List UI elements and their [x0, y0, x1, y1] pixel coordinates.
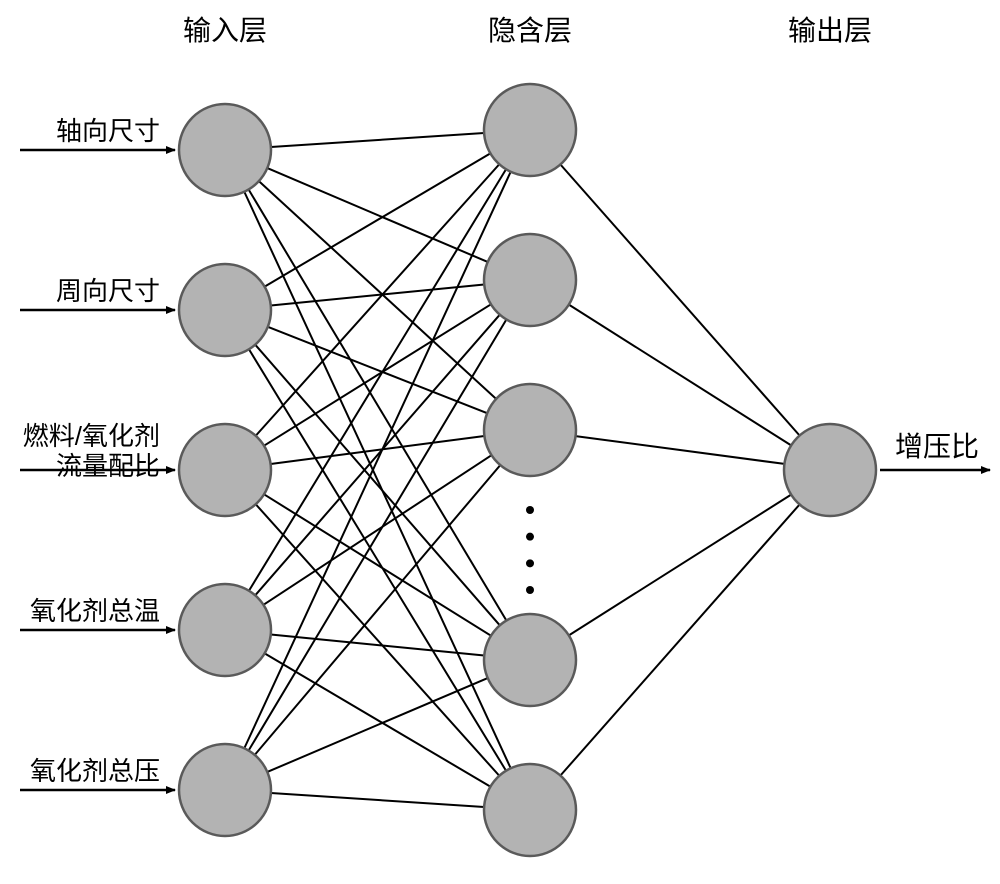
hidden-node: [484, 84, 576, 176]
edge: [255, 345, 500, 626]
ellipsis-dot: [526, 559, 534, 567]
edge: [255, 465, 501, 755]
edge: [264, 304, 491, 445]
hidden-node: [484, 234, 576, 326]
output-node: [784, 424, 876, 516]
input-label: 燃料/氧化剂流量配比: [23, 421, 160, 481]
input-node: [179, 264, 271, 356]
edge: [244, 192, 510, 768]
input-label: 氧化剂总压: [30, 756, 160, 786]
edge: [271, 635, 484, 656]
ellipsis-dot: [526, 586, 534, 594]
edge: [259, 181, 496, 399]
edge: [271, 285, 484, 306]
output-arrow-group: 增压比: [880, 431, 990, 470]
layer-title-output: 输出层: [788, 15, 872, 46]
input-arrows-group: 轴向尺寸周向尺寸燃料/氧化剂流量配比氧化剂总温氧化剂总压: [20, 116, 175, 790]
edge: [256, 164, 500, 436]
edge: [560, 164, 799, 435]
hidden-node: [484, 764, 576, 856]
edge: [265, 653, 491, 786]
hidden-ellipsis: [526, 506, 534, 594]
edge: [265, 153, 491, 286]
input-label: 轴向尺寸: [56, 116, 160, 146]
nodes-group: [179, 84, 876, 856]
edge: [244, 172, 510, 748]
edge: [268, 327, 487, 413]
input-node: [179, 104, 271, 196]
layer-title-hidden: 隐含层: [488, 15, 572, 46]
input-label: 氧化剂总温: [30, 596, 160, 626]
edge: [249, 169, 506, 590]
edge: [271, 793, 484, 807]
input-label: 周向尺寸: [56, 276, 160, 306]
edge: [569, 495, 791, 636]
edge: [569, 305, 791, 446]
output-label: 增压比: [895, 431, 979, 462]
layer-title-input: 输入层: [183, 15, 267, 46]
hidden-node: [484, 614, 576, 706]
ellipsis-dot: [526, 506, 534, 514]
input-node: [179, 744, 271, 836]
edge: [249, 349, 506, 770]
hidden-node: [484, 384, 576, 476]
edge: [256, 504, 500, 776]
edge: [576, 436, 785, 464]
neural-network-diagram: 输入层 隐含层 输出层 轴向尺寸周向尺寸燃料/氧化剂流量配比氧化剂总温氧化剂总压…: [0, 0, 1000, 884]
edge: [271, 133, 484, 147]
ellipsis-dot: [526, 533, 534, 541]
input-node: [179, 424, 271, 516]
edge: [560, 504, 799, 775]
input-node: [179, 584, 271, 676]
edge: [255, 315, 500, 596]
